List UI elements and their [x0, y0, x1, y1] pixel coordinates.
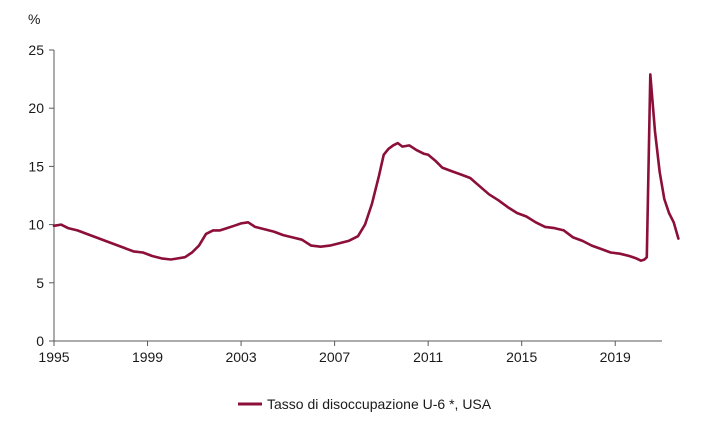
series-line-u6: [52, 73, 680, 263]
x-tick-label: 2007: [319, 349, 350, 365]
y-tick-label: 0: [36, 333, 44, 349]
y-tick-label: 20: [28, 100, 44, 116]
y-tick-label: 5: [36, 275, 44, 291]
x-tick-label: 1999: [132, 349, 163, 365]
x-tick-label: 2019: [600, 349, 631, 365]
x-tick-label: 2003: [225, 349, 256, 365]
y-axis-ticks: 0 5 10 15 20 25: [28, 42, 54, 349]
x-tick-label: 2015: [506, 349, 537, 365]
y-tick-label: 25: [28, 42, 44, 58]
x-tick-label: 2011: [413, 349, 443, 365]
x-axis-ticks: 1995 1999 2003 2007 2011 2015 2019: [38, 341, 631, 365]
legend: Tasso di disoccupazione U-6 *, USA: [238, 396, 492, 412]
x-tick-label: 1995: [38, 349, 69, 365]
y-unit-label: %: [28, 11, 40, 27]
legend-label: Tasso di disoccupazione U-6 *, USA: [267, 396, 492, 412]
y-tick-label: 10: [28, 217, 44, 233]
plot-area: [52, 73, 680, 263]
y-tick-label: 15: [28, 158, 44, 174]
